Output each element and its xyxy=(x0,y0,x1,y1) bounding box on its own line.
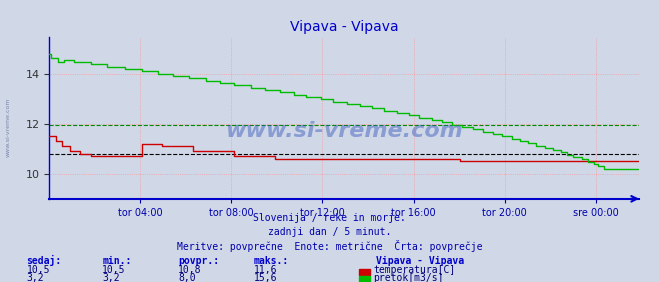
Text: Slovenija / reke in morje.: Slovenija / reke in morje. xyxy=(253,213,406,223)
Title: Vipava - Vipava: Vipava - Vipava xyxy=(290,20,399,34)
Text: Meritve: povprečne  Enote: metrične  Črta: povprečje: Meritve: povprečne Enote: metrične Črta:… xyxy=(177,240,482,252)
Text: min.:: min.: xyxy=(102,256,132,266)
Text: temperatura[C]: temperatura[C] xyxy=(373,265,455,275)
Text: Vipava - Vipava: Vipava - Vipava xyxy=(376,256,464,266)
Text: 10,5: 10,5 xyxy=(26,265,50,275)
Text: maks.:: maks.: xyxy=(254,256,289,266)
Text: zadnji dan / 5 minut.: zadnji dan / 5 minut. xyxy=(268,228,391,237)
Text: 10,8: 10,8 xyxy=(178,265,202,275)
Text: 10,5: 10,5 xyxy=(102,265,126,275)
Text: pretok[m3/s]: pretok[m3/s] xyxy=(373,273,444,282)
Text: www.si-vreme.com: www.si-vreme.com xyxy=(225,121,463,141)
Text: 3,2: 3,2 xyxy=(102,273,120,282)
Text: 3,2: 3,2 xyxy=(26,273,44,282)
Text: povpr.:: povpr.: xyxy=(178,256,219,266)
Text: 8,0: 8,0 xyxy=(178,273,196,282)
Text: sedaj:: sedaj: xyxy=(26,255,61,266)
Text: 15,6: 15,6 xyxy=(254,273,277,282)
Text: www.si-vreme.com: www.si-vreme.com xyxy=(5,97,11,157)
Text: 11,6: 11,6 xyxy=(254,265,277,275)
